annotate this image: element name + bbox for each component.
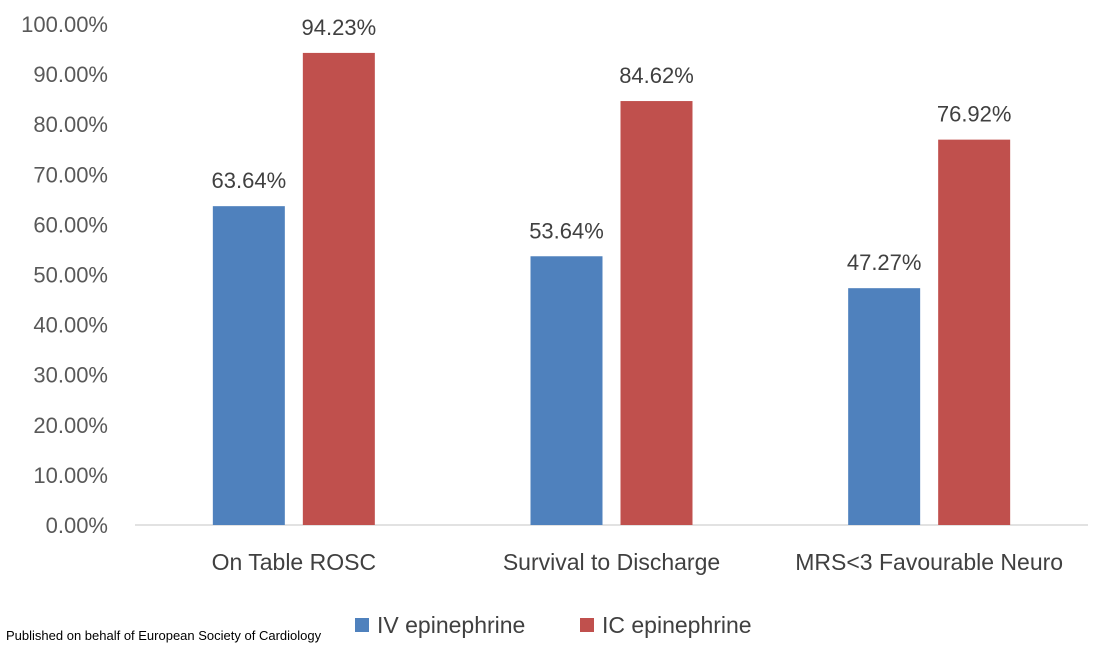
bar-iv-1 xyxy=(530,256,603,525)
y-tick-label: 60.00% xyxy=(33,212,108,237)
bar-ic-0 xyxy=(302,52,375,525)
data-label: 94.23% xyxy=(302,15,377,40)
category-labels: On Table ROSC Survival to Discharge MRS<3 … xyxy=(212,549,1063,575)
category-label: On Table ROSC xyxy=(212,549,376,575)
bar-iv-2 xyxy=(848,288,921,525)
y-tick-label: 20.00% xyxy=(33,413,108,438)
data-label: 47.27% xyxy=(847,250,922,275)
legend-label-ic: IC epinephrine xyxy=(602,612,752,638)
y-axis: 0.00% 10.00% 20.00% 30.00% 40.00% 50.00% 60.00… xyxy=(21,12,108,538)
y-tick-label: 0.00% xyxy=(46,513,108,538)
footer-credit: Published on behalf of European Society … xyxy=(6,628,322,643)
legend-swatch-ic xyxy=(580,618,594,632)
data-label: 84.62% xyxy=(619,63,694,88)
y-tick-label: 50.00% xyxy=(33,263,108,288)
legend-swatch-iv xyxy=(355,618,369,632)
y-tick-label: 70.00% xyxy=(33,162,108,187)
y-tick-label: 10.00% xyxy=(33,463,108,488)
legend: IV epinephrine IC epinephrine xyxy=(355,612,752,638)
y-tick-label: 80.00% xyxy=(33,112,108,137)
category-label: MRS<3 Favourable Neuro xyxy=(795,549,1063,575)
bar-iv-0 xyxy=(212,206,285,525)
y-tick-label: 40.00% xyxy=(33,313,108,338)
data-label: 63.64% xyxy=(212,168,287,193)
y-tick-label: 30.00% xyxy=(33,363,108,388)
bar-ic-1 xyxy=(620,101,693,525)
y-tick-label: 90.00% xyxy=(33,62,108,87)
legend-label-iv: IV epinephrine xyxy=(377,612,525,638)
bar-ic-2 xyxy=(938,139,1011,525)
category-label: Survival to Discharge xyxy=(503,549,720,575)
bars: 63.64% 94.23% 53.64% 84.62% 47.27% 76.92% xyxy=(212,15,1012,525)
y-tick-label: 100.00% xyxy=(21,12,108,37)
data-label: 76.92% xyxy=(937,102,1012,127)
data-label: 53.64% xyxy=(529,218,604,243)
